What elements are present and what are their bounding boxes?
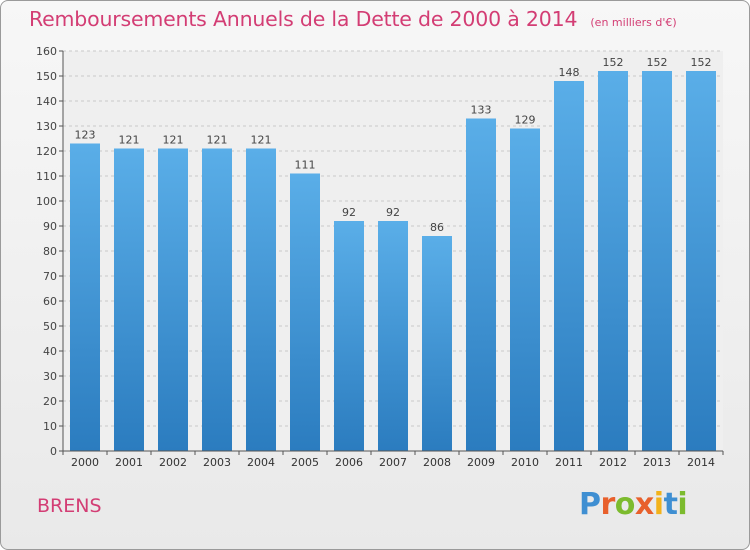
y-tick-label: 60 — [43, 295, 57, 308]
chart-subtitle: (en milliers d'€) — [590, 16, 677, 29]
bar-value-label: 121 — [119, 134, 140, 147]
bar-value-label: 152 — [647, 56, 668, 69]
bar-value-label: 92 — [342, 206, 356, 219]
title-row: Remboursements Annuels de la Dette de 20… — [29, 7, 677, 31]
bar-value-label: 123 — [75, 129, 96, 142]
bar-2005 — [290, 173, 320, 451]
bar-2013 — [642, 71, 672, 451]
bar-layer: 123 121 121 121 121 111 92 92 86 133 129 148 152 152 1… — [70, 56, 716, 451]
y-tick-label: 20 — [43, 395, 57, 408]
y-tick-label: 120 — [36, 145, 57, 158]
x-tick-label: 2009 — [467, 456, 495, 469]
x-tick-label: 2011 — [555, 456, 583, 469]
y-tick-label: 10 — [43, 420, 57, 433]
y-tick-label: 50 — [43, 320, 57, 333]
logo-letter: i — [677, 487, 688, 522]
x-tick-label: 2006 — [335, 456, 363, 469]
bar-value-label: 86 — [430, 221, 444, 234]
bar-2004 — [246, 148, 276, 451]
bar-value-label: 121 — [207, 134, 228, 147]
y-tick-label: 150 — [36, 70, 57, 83]
bar-value-label: 121 — [251, 134, 272, 147]
y-tick-label: 30 — [43, 370, 57, 383]
y-tick-label: 80 — [43, 245, 57, 258]
y-tick-label: 40 — [43, 345, 57, 358]
bar-2006 — [334, 221, 364, 451]
x-tick-label: 2003 — [203, 456, 231, 469]
bar-2001 — [114, 148, 144, 451]
proxiti-logo[interactable]: Proxiti — [579, 487, 688, 522]
x-tick-label: 2002 — [159, 456, 187, 469]
x-tick-label: 2005 — [291, 456, 319, 469]
axis-layer: 0 10 20 30 40 50 60 70 80 90 100 110 120 130 140 150 160… — [36, 45, 724, 469]
x-tick-label: 2007 — [379, 456, 407, 469]
logo-letter: i — [653, 487, 664, 522]
logo-letter: t — [663, 487, 678, 522]
x-tick-label: 2004 — [247, 456, 275, 469]
x-tick-label: 2001 — [115, 456, 143, 469]
x-tick-label: 2000 — [71, 456, 99, 469]
bar-2000 — [70, 143, 100, 451]
bar-value-label: 121 — [163, 134, 184, 147]
y-tick-label: 100 — [36, 195, 57, 208]
bar-value-label: 148 — [559, 66, 580, 79]
bar-value-label: 152 — [691, 56, 712, 69]
bar-2003 — [202, 148, 232, 451]
x-tick-label: 2008 — [423, 456, 451, 469]
bar-2014 — [686, 71, 716, 451]
x-tick-label: 2012 — [599, 456, 627, 469]
y-tick-label: 110 — [36, 170, 57, 183]
logo-letter: x — [634, 487, 654, 522]
chart-title: Remboursements Annuels de la Dette de 20… — [29, 7, 578, 31]
y-tick-label: 130 — [36, 120, 57, 133]
bar-value-label: 111 — [295, 159, 316, 172]
logo-letter: o — [614, 487, 636, 522]
bar-2012 — [598, 71, 628, 451]
y-tick-label: 140 — [36, 95, 57, 108]
bar-2007 — [378, 221, 408, 451]
commune-name: BRENS — [37, 495, 102, 517]
x-tick-label: 2014 — [687, 456, 715, 469]
y-tick-label: 70 — [43, 270, 57, 283]
bar-value-label: 92 — [386, 206, 400, 219]
bar-2002 — [158, 148, 188, 451]
bar-2010 — [510, 128, 540, 451]
bar-2011 — [554, 81, 584, 451]
y-tick-label: 90 — [43, 220, 57, 233]
logo-letter: P — [579, 487, 601, 522]
x-tick-label: 2013 — [643, 456, 671, 469]
bar-2009 — [466, 118, 496, 451]
bar-value-label: 152 — [603, 56, 624, 69]
bar-value-label: 133 — [471, 104, 492, 117]
y-tick-label: 0 — [50, 445, 57, 458]
x-tick-label: 2010 — [511, 456, 539, 469]
y-tick-label: 160 — [36, 45, 57, 58]
bar-value-label: 129 — [515, 114, 536, 127]
logo-letter: r — [600, 487, 616, 522]
bar-2008 — [422, 236, 452, 451]
